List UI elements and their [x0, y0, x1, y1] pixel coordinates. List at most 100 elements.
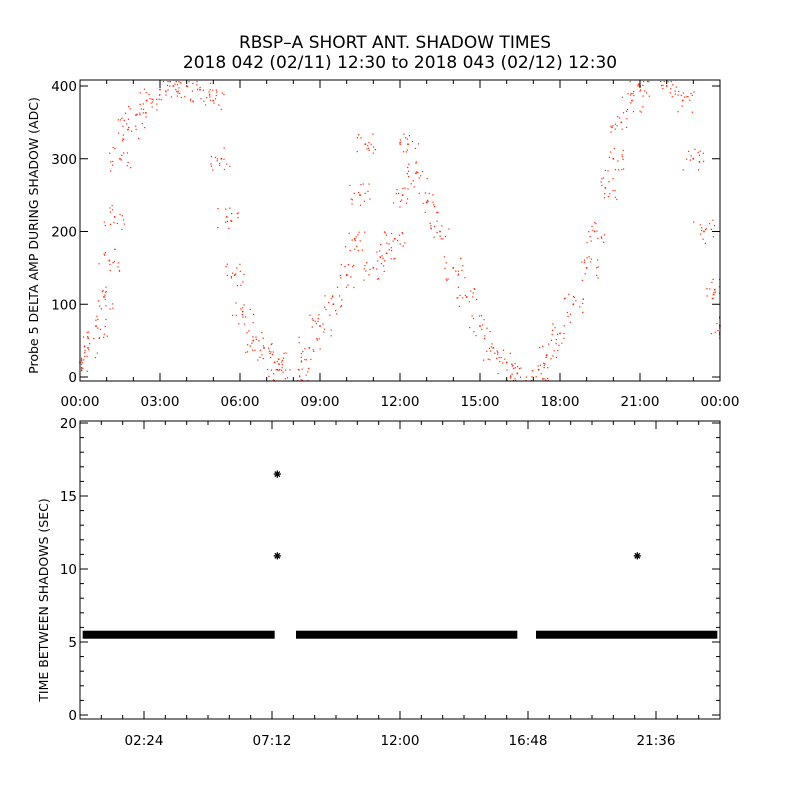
- top-data-point: [713, 292, 715, 294]
- top-data-point: [625, 126, 628, 129]
- top-data-point: [563, 298, 565, 300]
- top-data-point: [630, 102, 632, 104]
- bottom-x-tick-label: 21:36: [637, 733, 676, 749]
- top-data-point: [83, 345, 86, 348]
- top-data-point: [289, 369, 291, 371]
- top-data-point: [96, 315, 98, 317]
- top-data-point: [140, 108, 142, 110]
- top-data-point: [555, 356, 558, 358]
- top-data-point: [128, 105, 130, 108]
- top-data-point: [415, 162, 417, 164]
- top-data-point: [384, 232, 386, 234]
- top-data-point: [642, 106, 644, 108]
- top-data-point: [498, 357, 500, 359]
- top-data-point: [151, 106, 153, 108]
- top-data-point: [430, 228, 432, 230]
- bottom-x-tick-label: 12:00: [381, 733, 420, 749]
- top-data-point: [704, 229, 707, 231]
- top-data-point: [169, 85, 171, 87]
- top-data-point: [242, 316, 244, 318]
- top-data-point: [307, 371, 309, 373]
- top-data-point: [312, 319, 314, 322]
- top-data-point: [519, 376, 522, 378]
- top-data-point: [554, 327, 556, 329]
- top-data-point: [596, 259, 599, 261]
- top-data-point: [437, 211, 439, 213]
- top-data-point: [231, 212, 233, 215]
- top-data-point: [258, 340, 260, 342]
- top-data-point: [230, 276, 233, 278]
- top-data-point: [117, 119, 119, 121]
- top-data-point: [617, 160, 619, 162]
- top-data-point: [405, 202, 408, 204]
- top-data-point: [399, 142, 401, 144]
- outlier-point: [273, 470, 281, 478]
- top-data-point: [379, 250, 381, 252]
- top-data-point: [167, 81, 169, 83]
- top-data-point: [699, 161, 701, 163]
- top-data-point: [390, 258, 392, 260]
- top-data-point: [417, 171, 419, 174]
- outlier-point: [273, 552, 281, 560]
- top-data-point: [223, 168, 225, 171]
- top-data-point: [441, 225, 443, 227]
- top-data-point: [175, 88, 177, 91]
- top-data-point: [712, 297, 714, 299]
- top-data-point: [476, 298, 478, 300]
- top-x-tick-label: 09:00: [301, 394, 340, 410]
- top-data-point: [412, 180, 414, 182]
- top-data-point: [512, 364, 514, 366]
- top-data-point: [608, 156, 611, 158]
- top-data-point: [559, 332, 561, 335]
- top-data-point: [103, 296, 105, 298]
- top-data-point: [537, 368, 540, 371]
- top-data-point: [121, 140, 124, 142]
- top-data-point: [491, 343, 493, 345]
- top-data-point: [677, 111, 679, 113]
- top-data-point: [123, 138, 125, 140]
- top-data-point: [206, 97, 208, 99]
- top-data-point: [394, 257, 396, 259]
- top-data-point: [86, 370, 88, 372]
- top-x-tick-label: 00:00: [701, 394, 740, 410]
- top-data-point: [494, 352, 496, 354]
- top-data-point: [693, 91, 695, 93]
- top-data-point: [229, 207, 231, 209]
- top-data-point: [714, 291, 716, 293]
- top-data-point: [347, 284, 349, 286]
- bottom-y-axis-label: TIME BETWEEN SHADOWS (SEC): [36, 498, 51, 703]
- top-data-point: [351, 203, 353, 205]
- top-data-point: [614, 190, 616, 192]
- top-data-point: [268, 375, 270, 378]
- top-data-point: [280, 369, 283, 371]
- top-data-point: [677, 94, 679, 96]
- top-data-point: [468, 301, 470, 303]
- top-data-point: [552, 355, 554, 357]
- top-data-point: [514, 367, 516, 369]
- top-data-point: [436, 231, 438, 234]
- top-data-point: [156, 109, 158, 111]
- top-data-point: [484, 338, 486, 340]
- top-data-point: [316, 338, 318, 340]
- top-data-point: [686, 158, 688, 160]
- top-data-point: [407, 143, 409, 145]
- top-data-point: [619, 117, 621, 119]
- top-data-point: [542, 345, 544, 347]
- top-data-point: [601, 184, 603, 187]
- top-data-point: [408, 163, 410, 165]
- top-data-point: [262, 337, 264, 339]
- top-data-point: [473, 288, 475, 290]
- top-data-point: [401, 199, 403, 201]
- top-y-axis-label: Probe 5 DELTA AMP DURING SHADOW (ADC): [26, 97, 41, 374]
- top-data-point: [436, 212, 438, 214]
- top-data-point: [364, 192, 366, 194]
- top-data-point: [648, 95, 650, 97]
- top-data-point: [223, 158, 225, 160]
- top-data-point: [569, 321, 571, 323]
- top-data-point: [121, 215, 123, 217]
- top-data-point: [610, 151, 612, 153]
- top-data-point: [675, 86, 677, 88]
- top-data-point: [414, 147, 417, 150]
- top-data-point: [313, 350, 315, 352]
